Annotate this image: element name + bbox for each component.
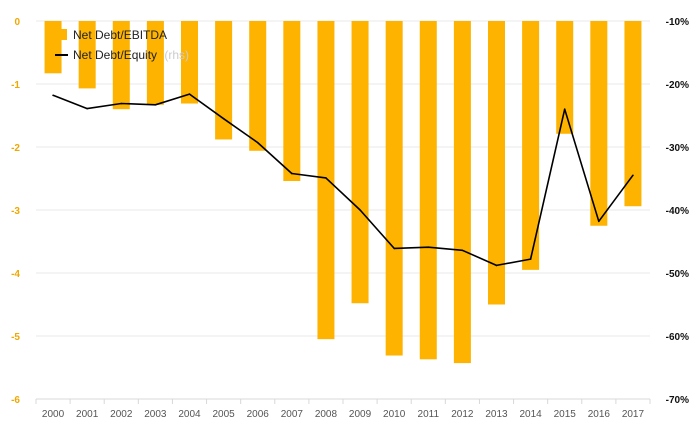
x-tick-label: 2008	[315, 409, 338, 420]
x-tick-label: 2001	[76, 409, 99, 420]
legend-label-net-debt-equity-name: Net Debt/Equity	[73, 48, 157, 62]
point-2009	[359, 209, 361, 211]
point-2004	[188, 93, 191, 95]
left-tick-label: -2	[11, 143, 20, 154]
point-2017	[632, 174, 634, 177]
x-tick-label: 2015	[554, 409, 577, 420]
x-tick-label: 2016	[588, 409, 611, 420]
left-tick-label: -3	[11, 206, 20, 217]
point-2006	[256, 141, 259, 144]
x-axis-ticks: 2000 2001 2002 2003 2004 2005 2006 2007 2008 2009…	[35, 399, 651, 420]
point-2016	[598, 220, 600, 223]
bar-2001	[78, 21, 96, 89]
right-tick-label: -10%	[666, 17, 689, 28]
bar-2010	[385, 21, 403, 356]
x-tick-label: 2014	[519, 409, 542, 420]
line-net-debt-equity	[52, 93, 634, 267]
point-2000	[52, 94, 54, 97]
right-axis-ticks: -10% -20% -30% -40% -50% -60% -70%	[666, 17, 689, 406]
left-tick-label: -1	[11, 80, 20, 91]
right-tick-label: -70%	[666, 395, 689, 406]
legend-label-rhs-note: (rhs)	[164, 48, 189, 62]
point-2001	[86, 107, 88, 110]
x-tick-label: 2004	[178, 409, 201, 420]
legend-label-net-debt-ebitda: Net Debt/EBITDA	[73, 28, 167, 42]
x-tick-label: 2012	[451, 409, 474, 420]
bar-series-net-debt-ebitda	[44, 21, 642, 364]
point-2012	[461, 249, 464, 252]
right-tick-label: -50%	[666, 269, 689, 280]
x-tick-label: 2006	[247, 409, 270, 420]
right-tick-label: -40%	[666, 206, 689, 217]
x-tick-label: 2005	[212, 409, 235, 420]
x-tick-label: 2002	[110, 409, 133, 420]
left-tick-label: 0	[14, 17, 20, 28]
bar-2013	[488, 21, 505, 305]
bar-2017	[624, 21, 642, 207]
right-tick-label: -20%	[666, 80, 689, 91]
legend: Net Debt/EBITDA Net Debt/Equity (rhs)	[55, 28, 189, 62]
bar-2012	[453, 21, 471, 364]
gridlines	[36, 20, 650, 337]
point-2008	[325, 177, 327, 179]
bar-2009	[351, 21, 369, 304]
x-tick-label: 2017	[622, 409, 645, 420]
bar-2000	[44, 21, 62, 74]
point-2013	[495, 264, 498, 267]
point-2007	[291, 172, 293, 175]
right-tick-label: -30%	[666, 143, 689, 154]
bar-2004	[181, 21, 198, 104]
point-2011	[427, 246, 430, 248]
line-series-net-debt-equity	[52, 93, 634, 267]
bar-2007	[283, 21, 301, 182]
x-tick-label: 2010	[383, 409, 406, 420]
bar-2003	[146, 21, 164, 105]
x-tick-label: 2009	[349, 409, 372, 420]
bar-2002	[112, 21, 130, 110]
bar-2008	[317, 21, 335, 340]
left-tick-label: -4	[11, 269, 20, 280]
point-2002	[120, 102, 123, 105]
bar-2015	[556, 21, 574, 134]
legend-label-net-debt-equity: Net Debt/Equity (rhs)	[73, 48, 189, 62]
right-tick-label: -60%	[666, 332, 689, 343]
bar-2014	[522, 21, 540, 270]
point-2010	[393, 247, 395, 250]
left-axis-ticks: 0 -1 -2 -3 -4 -5 -6	[11, 17, 20, 406]
point-2015	[563, 108, 566, 110]
left-tick-label: -5	[11, 332, 20, 343]
bar-2011	[419, 21, 437, 360]
bar-2016	[590, 21, 608, 226]
point-2003	[154, 103, 157, 106]
point-2014	[529, 258, 532, 260]
bar-2006	[249, 21, 267, 151]
x-tick-label: 2007	[281, 409, 304, 420]
x-tick-label: 2011	[418, 409, 440, 420]
x-tick-label: 2000	[42, 409, 65, 420]
x-tick-label: 2003	[144, 409, 167, 420]
point-2005	[222, 117, 225, 120]
x-tick-label: 2013	[485, 409, 508, 420]
legend-swatch-net-debt-ebitda	[56, 29, 67, 40]
left-tick-label: -6	[11, 395, 20, 406]
bar-2005	[215, 21, 233, 140]
